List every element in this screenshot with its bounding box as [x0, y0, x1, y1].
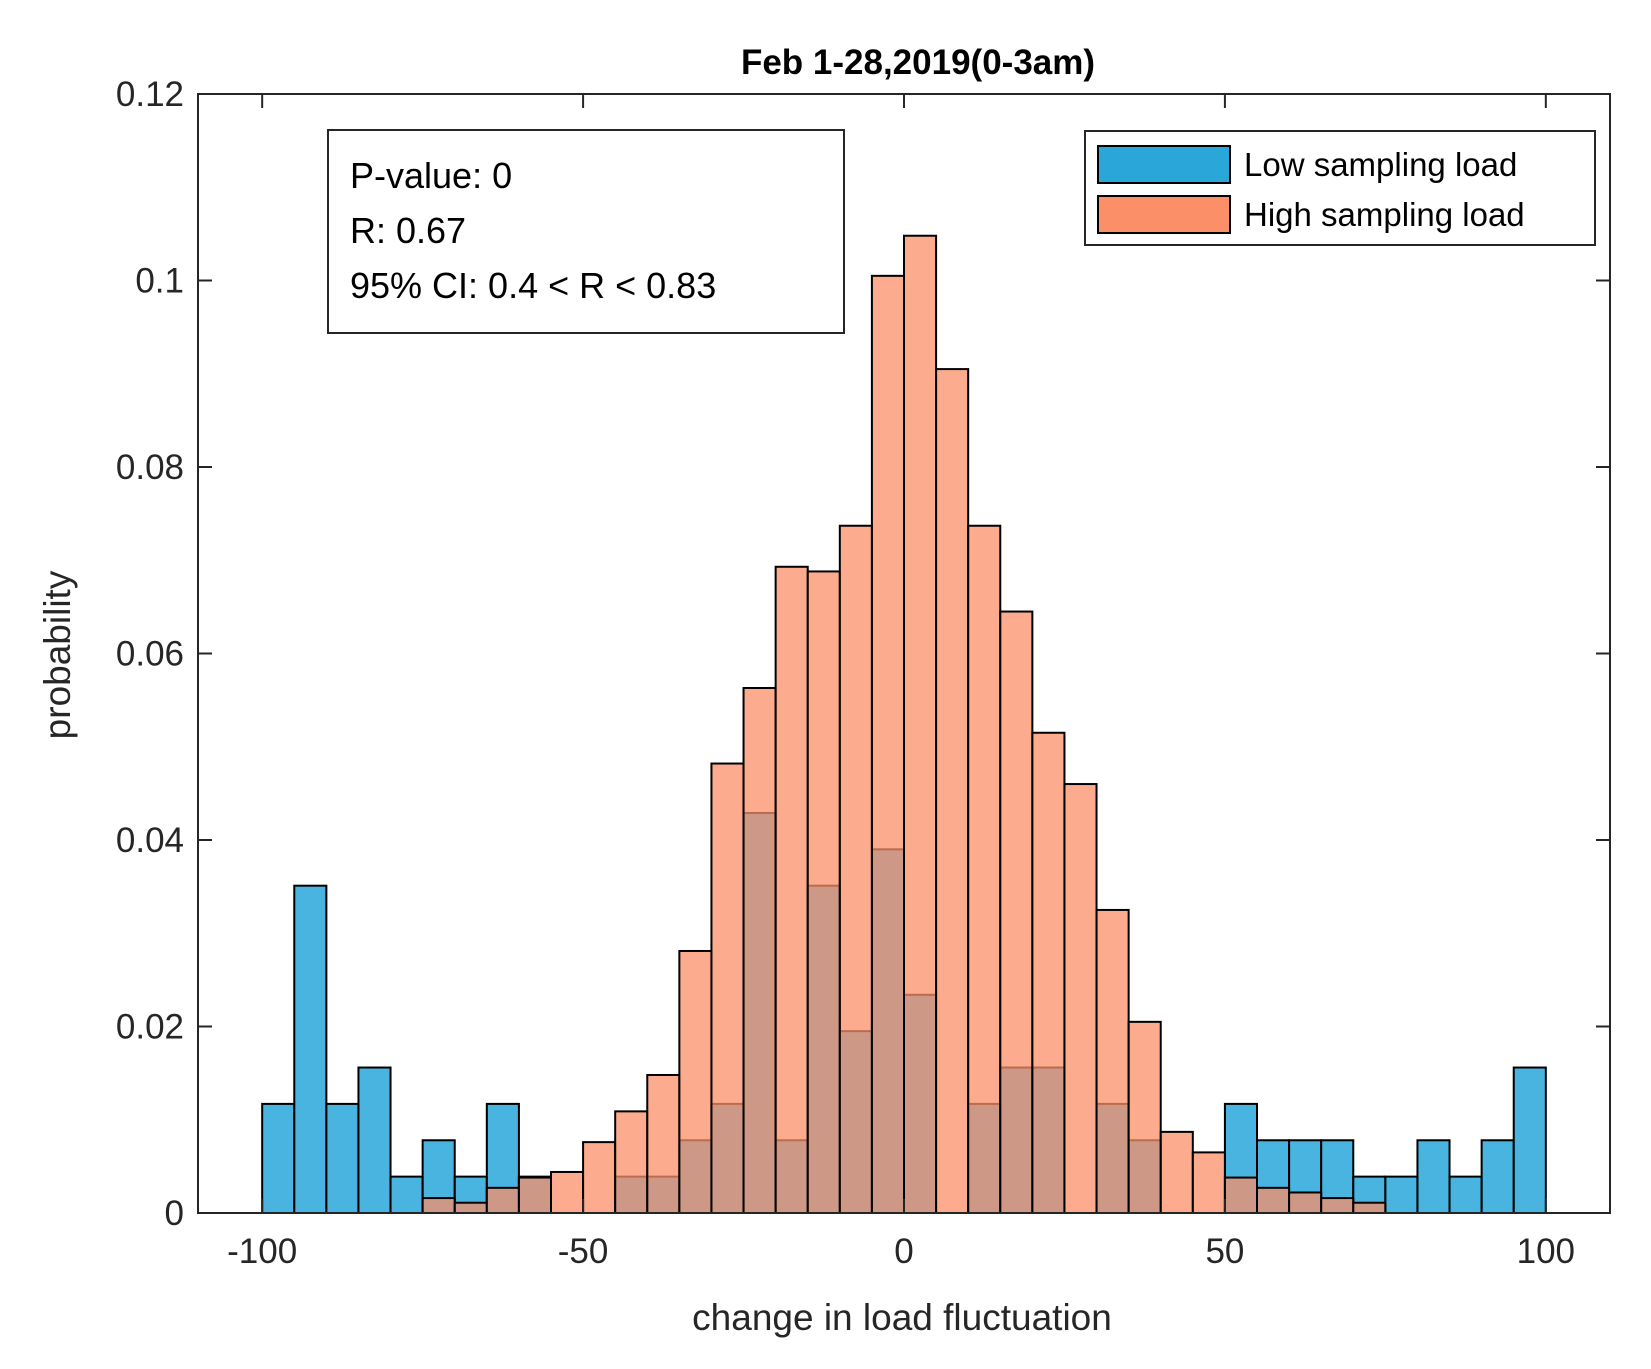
annotation-p-value: P-value: 0 [350, 155, 512, 196]
high-sampling-bar [1095, 908, 1130, 1214]
x-tick-label: 100 [1517, 1232, 1575, 1271]
annotation-confidence-interval: 95% CI: 0.4 < R < 0.83 [350, 265, 716, 306]
statistics-annotation: P-value: 0 R: 0.67 95% CI: 0.4 < R < 0.8… [327, 129, 845, 334]
high-sampling-bar [678, 949, 713, 1214]
x-axis-ticks: -100 -50 0 50 100 [227, 94, 1575, 1271]
high-sampling-bar [742, 687, 777, 1214]
high-sampling-bar [1256, 1186, 1291, 1214]
high-sampling-bar [967, 524, 1002, 1214]
legend: Low sampling load High sampling load [1084, 130, 1596, 246]
y-tick-label: 0.08 [116, 448, 184, 487]
low-sampling-bar [293, 884, 328, 1214]
x-tick-label: -100 [227, 1232, 297, 1271]
low-sampling-bar [389, 1175, 424, 1215]
x-tick-label: 50 [1205, 1232, 1244, 1271]
high-sampling-bar [453, 1201, 488, 1214]
y-axis-label: probability [37, 570, 78, 739]
high-sampling-bar [1127, 1020, 1162, 1215]
high-sampling-bar [582, 1141, 617, 1215]
high-sampling-bar [517, 1176, 552, 1214]
high-sampling-bar [774, 565, 809, 1214]
high-sampling-bar [806, 570, 841, 1214]
annotation-box [327, 129, 845, 334]
high-sampling-bar [1288, 1191, 1323, 1214]
chart-title: Feb 1-28,2019(0-3am) [741, 43, 1095, 82]
y-tick-label: 0 [165, 1194, 184, 1233]
low-sampling-bar [1416, 1139, 1451, 1215]
legend-swatch-low-sampling [1097, 145, 1231, 184]
high-sampling-bar [1159, 1130, 1194, 1214]
high-sampling-bar [421, 1197, 456, 1214]
high-sampling-bar [614, 1110, 649, 1214]
high-sampling-bar [485, 1186, 520, 1214]
high-sampling-bar [1320, 1197, 1355, 1214]
high-sampling-bar [1063, 783, 1098, 1214]
low-sampling-bar [261, 1102, 296, 1215]
high-sampling-bar [838, 524, 873, 1214]
x-tick-label: 0 [894, 1232, 913, 1271]
y-axis-ticks: 0 0.02 0.04 0.06 0.08 0.1 0.12 [116, 75, 1610, 1233]
annotation-r-value: R: 0.67 [350, 210, 466, 251]
high-sampling-bar [1031, 731, 1066, 1214]
high-sampling-bar [710, 762, 745, 1215]
low-sampling-bar [1448, 1175, 1483, 1215]
legend-label-low-sampling: Low sampling load [1244, 146, 1517, 183]
high-sampling-bar [903, 234, 938, 1215]
y-tick-label: 0.1 [135, 262, 184, 301]
low-sampling-bar [1512, 1066, 1547, 1215]
high-sampling-bar [870, 274, 905, 1214]
y-tick-label: 0.04 [116, 821, 184, 860]
high-sampling-bar [1191, 1151, 1226, 1215]
x-tick-label: -50 [558, 1232, 609, 1271]
high-sampling-bar [1223, 1176, 1259, 1214]
low-sampling-bar [1480, 1139, 1515, 1215]
x-axis-label: change in load fluctuation [692, 1297, 1112, 1338]
low-sampling-bar [357, 1066, 392, 1215]
y-tick-label: 0.06 [116, 635, 184, 674]
high-sampling-bar [1352, 1201, 1387, 1214]
low-sampling-bar [1384, 1175, 1419, 1215]
legend-swatch-high-sampling [1097, 195, 1231, 234]
y-tick-label: 0.02 [116, 1008, 184, 1047]
legend-label-high-sampling: High sampling load [1244, 196, 1525, 233]
high-sampling-bar [999, 610, 1034, 1214]
high-sampling-bar [935, 368, 970, 1214]
y-tick-label: 0.12 [116, 75, 184, 114]
high-sampling-bar [646, 1073, 681, 1214]
high-sampling-bar [550, 1170, 585, 1214]
low-sampling-bar [325, 1102, 360, 1215]
